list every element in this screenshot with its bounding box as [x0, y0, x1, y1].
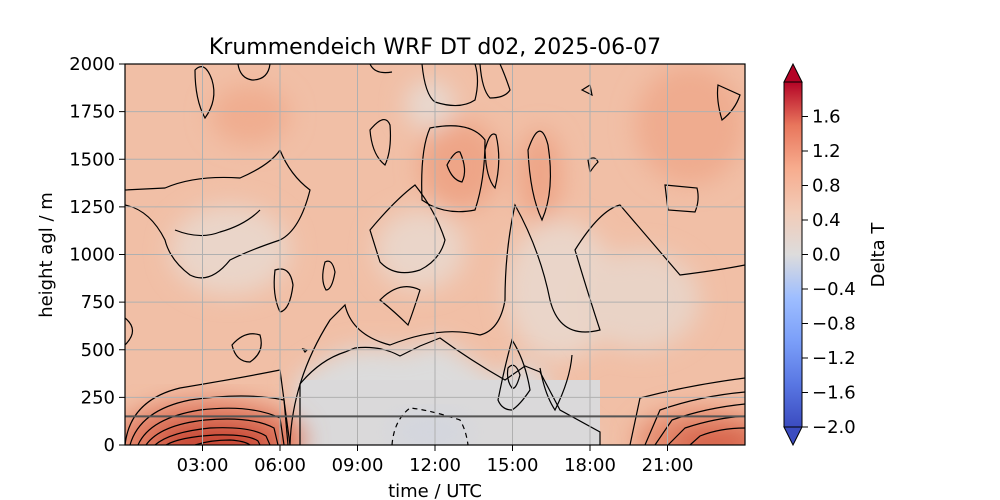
y-axis-label: height agl / m	[36, 192, 57, 318]
contour-line	[125, 317, 134, 346]
contour-line	[421, 125, 486, 213]
contour-line	[369, 184, 446, 274]
contour-line	[539, 354, 573, 412]
y-tick-label: 1750	[69, 102, 115, 123]
contour-line	[273, 268, 294, 313]
x-tick-label: 15:00	[487, 455, 539, 476]
surface-warm-right-core	[670, 429, 745, 445]
chart-title: Krummendeich WRF DT d02, 2025-06-07	[209, 35, 661, 60]
contour-line	[689, 427, 745, 445]
contour-line	[299, 337, 601, 445]
y-tick-label: 1250	[69, 197, 115, 218]
contour-line	[369, 119, 392, 166]
contour-line	[237, 64, 271, 81]
y-tick-label: 250	[81, 387, 115, 408]
x-tick-label: 18:00	[564, 455, 616, 476]
colorbar-extend-max	[783, 62, 803, 83]
field-patch	[420, 120, 500, 210]
contour-line	[506, 364, 521, 389]
contour-line	[497, 338, 531, 411]
contour-line	[654, 403, 745, 445]
x-tick-label: 03:00	[177, 455, 229, 476]
contour-line	[421, 64, 479, 107]
x-tick-label: 09:00	[332, 455, 384, 476]
contour-line	[479, 64, 511, 99]
contour-line	[580, 84, 593, 97]
colorbar-tick-label: 1.6	[812, 107, 841, 128]
contour-line	[716, 84, 741, 122]
field-patch	[405, 80, 455, 130]
y-tick-label: 2000	[69, 54, 115, 75]
contour-line	[154, 427, 271, 445]
x-axis-label: time / UTC	[388, 481, 482, 500]
x-tick-label: 21:00	[642, 455, 694, 476]
colorbar-tick-label: −0.4	[812, 279, 856, 300]
contour-line	[322, 260, 336, 291]
y-tick-label: 750	[81, 292, 115, 313]
colorbar-label: Delta T	[868, 222, 889, 288]
colorbar: −2.0 −1.6 −1.2 −0.8 −0.4 0.0 0.4 0.8 1.2 1.6 Delt…	[783, 62, 889, 447]
colorbar-extend-min	[783, 426, 803, 447]
y-axis: 0 250 500 750 1000 1250 1500 1750 2000	[69, 54, 125, 456]
colorbar-tick-label: −2.0	[812, 417, 856, 438]
colorbar-gradient	[783, 81, 803, 428]
x-tick-label: 12:00	[409, 455, 461, 476]
contour-line-negative	[391, 407, 469, 445]
contour-line	[369, 64, 393, 74]
colorbar-tick-label: −1.6	[812, 383, 856, 404]
contour-line	[446, 151, 466, 183]
negative-pocket	[390, 412, 470, 445]
contour-line	[125, 369, 291, 445]
contour-line	[587, 157, 599, 174]
colorbar-tick-label: 0.4	[812, 210, 841, 231]
colorbar-tick-label: 0.0	[812, 245, 841, 266]
contour-line	[644, 391, 745, 445]
contour-line	[194, 439, 251, 445]
contour-line	[484, 133, 500, 190]
contour-line	[145, 418, 279, 445]
x-axis: 03:00 06:00 09:00 12:00 15:00 18:00 21:00	[177, 445, 694, 476]
field-patch	[635, 65, 745, 185]
contour-line	[174, 209, 261, 237]
colorbar-tick-label: −0.8	[812, 314, 856, 335]
y-tick-label: 500	[81, 340, 115, 361]
y-tick-label: 1500	[69, 149, 115, 170]
x-tick-label: 06:00	[254, 455, 306, 476]
y-tick-label: 1000	[69, 245, 115, 266]
field-patch	[518, 130, 562, 220]
field-patch	[210, 85, 290, 145]
colorbar-tick-label: 0.8	[812, 176, 841, 197]
contour-line	[527, 130, 552, 222]
colorbar-ticks: −2.0 −1.6 −1.2 −0.8 −0.4 0.0 0.4 0.8 1.2 1.6	[802, 107, 856, 438]
contour-line	[165, 434, 261, 445]
field-patch	[170, 205, 290, 295]
y-tick-label: 0	[104, 435, 115, 456]
contour-line	[289, 203, 745, 445]
contour-line	[379, 286, 421, 327]
contour-line	[137, 407, 285, 445]
contour-line	[194, 66, 215, 120]
contour-line	[664, 184, 699, 213]
field-patch	[375, 210, 465, 290]
field-patch	[580, 250, 700, 350]
colorbar-tick-label: −1.2	[812, 348, 856, 369]
colorbar-tick-label: 1.2	[812, 141, 841, 162]
